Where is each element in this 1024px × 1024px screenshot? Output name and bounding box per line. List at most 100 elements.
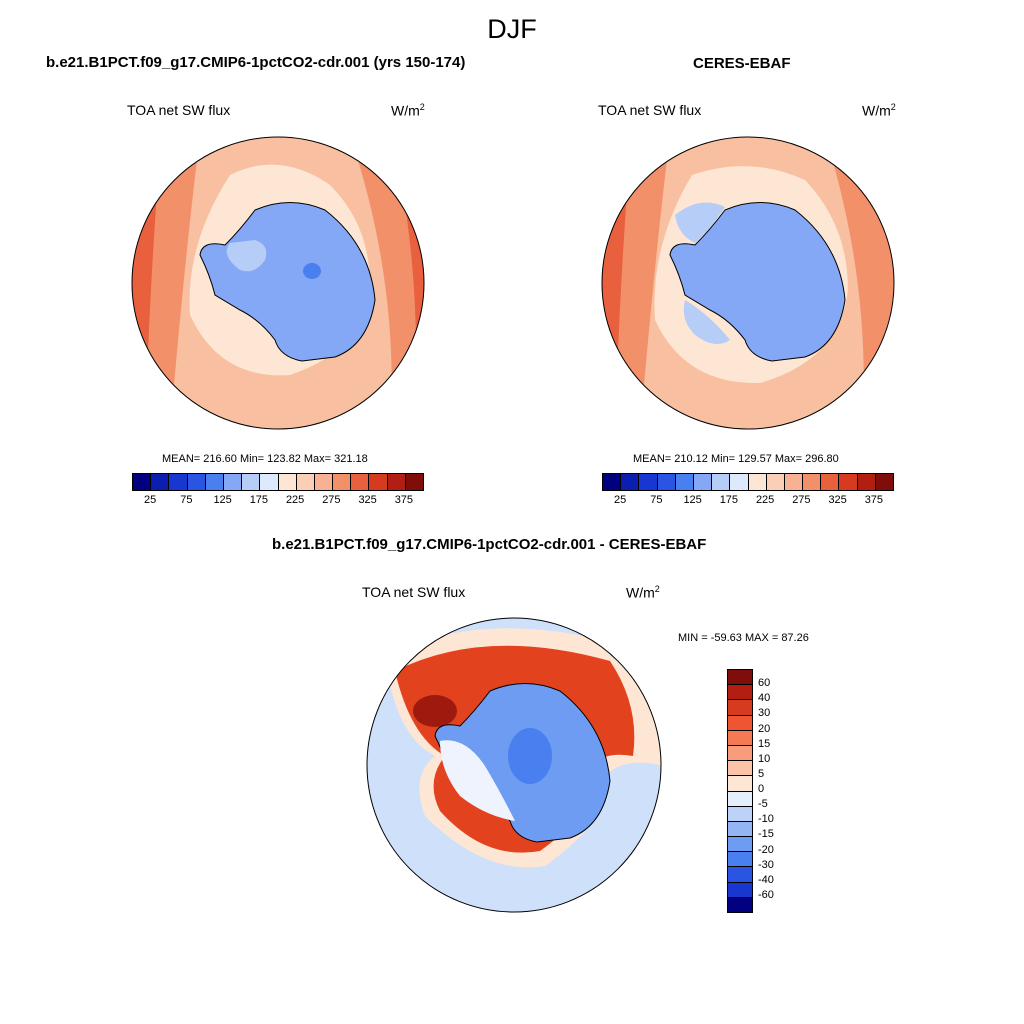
obs-units-label: W/m2	[862, 102, 896, 119]
colorbar-swatch	[387, 474, 406, 490]
model-map-border	[131, 136, 425, 430]
colorbar-tick-label: 275	[792, 494, 811, 506]
colorbar-swatch	[369, 474, 388, 490]
colorbar-obs-ticks: 25 75 125 175 225 275 325 375	[602, 494, 892, 508]
diff-map-border	[366, 617, 662, 913]
antarctica-dark-spot	[508, 728, 552, 784]
colorbar-swatch	[728, 791, 752, 807]
diff-polar-map	[366, 617, 662, 913]
colorbar-tick-label: 225	[285, 494, 305, 506]
diff-dark-red-patch	[413, 695, 457, 727]
colorbar-tick-label: 20	[758, 722, 771, 735]
colorbar-swatch	[223, 474, 243, 490]
antarctica-light-region	[683, 300, 730, 344]
colorbar-swatch	[728, 806, 752, 822]
colorbar-tick-label: 325	[358, 494, 377, 506]
colorbar-diff-ticks: 60 40 30 20 15 10 5 0 -5 -10 -15 -20 -30 -40 -60	[758, 669, 798, 911]
colorbar-swatch	[333, 474, 352, 490]
obs-panel-title: CERES-EBAF	[693, 55, 791, 72]
diff-units-label: W/m2	[626, 584, 660, 601]
obs-variable-label: TOA net SW flux	[598, 102, 702, 118]
colorbar-swatch	[728, 897, 752, 912]
colorbar-tick-label: 60	[758, 677, 771, 690]
colorbar-tick-label: -5	[758, 798, 768, 811]
colorbar-swatch	[766, 474, 785, 490]
colorbar-tick-label: -15	[758, 828, 774, 841]
colorbar-tick-label: 40	[758, 692, 771, 705]
colorbar-tick-label: 5	[758, 767, 765, 780]
antarctica-land	[669, 202, 846, 362]
colorbar-swatch	[728, 867, 752, 883]
colorbar-swatch	[260, 474, 279, 490]
colorbar-tick-label: 375	[864, 494, 884, 506]
obs-polar-map	[601, 136, 895, 430]
colorbar-tick-label: -60	[758, 888, 774, 901]
colorbar-tick-label: 75	[650, 494, 663, 506]
diff-variable-label: TOA net SW flux	[362, 584, 466, 600]
antarctica-light-region	[226, 240, 267, 272]
colorbar-swatch	[657, 474, 676, 490]
colorbar-swatch	[728, 837, 752, 853]
antarctica-light-region	[440, 740, 515, 821]
colorbar-tick-label: 125	[683, 494, 702, 506]
diff-panel-title: b.e21.B1PCT.f09_g17.CMIP6-1pctCO2-cdr.00…	[272, 536, 707, 553]
colorbar-swatch	[875, 474, 893, 490]
colorbar-tick-label: 75	[180, 494, 193, 506]
colorbar-tick-label: 375	[394, 494, 414, 506]
colorbar-tick-label: 175	[249, 494, 269, 506]
colorbar-swatch	[728, 821, 752, 838]
colorbar-swatch	[728, 745, 752, 762]
colorbar-tick-label: 15	[758, 737, 771, 750]
colorbar-swatch	[712, 474, 731, 490]
colorbar-swatch	[693, 474, 713, 490]
colorbar-swatch	[205, 474, 224, 490]
colorbar-swatch	[278, 474, 297, 490]
colorbar-tick-label: -20	[758, 843, 774, 856]
colorbar-swatch	[151, 474, 170, 490]
model-panel-title: b.e21.B1PCT.f09_g17.CMIP6-1pctCO2-cdr.00…	[46, 54, 466, 71]
colorbar-swatch	[187, 474, 206, 490]
colorbar-swatch	[784, 474, 804, 490]
colorbar-swatch	[857, 474, 876, 490]
colorbar-diff	[727, 669, 753, 913]
colorbar-swatch	[314, 474, 334, 490]
figure-title: DJF	[487, 14, 537, 44]
colorbar-tick-label: 225	[755, 494, 775, 506]
colorbar-swatch	[728, 852, 752, 868]
colorbar-tick-label: -10	[758, 813, 774, 826]
colorbar-swatch	[242, 474, 261, 490]
model-stats-label: MEAN= 216.60 Min= 123.82 Max= 321.18	[162, 453, 368, 465]
obs-map-border	[601, 136, 895, 430]
colorbar-swatch	[603, 474, 622, 490]
obs-stats-label: MEAN= 210.12 Min= 129.57 Max= 296.80	[633, 453, 839, 465]
colorbar-swatch	[169, 474, 188, 490]
colorbar-swatch	[675, 474, 694, 490]
colorbar-swatch	[639, 474, 658, 490]
colorbar-swatch	[351, 474, 370, 490]
colorbar-swatch	[728, 715, 752, 731]
colorbar-swatch	[730, 474, 749, 490]
colorbar-tick-label: -40	[758, 873, 774, 886]
colorbar-tick-label: -30	[758, 858, 774, 871]
antarctica-light-region	[675, 202, 725, 243]
colorbar-tick-label: 275	[322, 494, 341, 506]
colorbar-swatch	[728, 670, 752, 686]
colorbar-tick-label: 30	[758, 707, 771, 720]
colorbar-tick-label: 125	[213, 494, 232, 506]
model-polar-map	[131, 136, 425, 430]
colorbar-swatch	[821, 474, 840, 490]
colorbar-swatch	[728, 730, 752, 746]
colorbar-swatch	[728, 882, 752, 898]
colorbar-model-ticks: 25 75 125 175 225 275 325 375	[132, 494, 422, 508]
colorbar-swatch	[728, 761, 752, 777]
colorbar-swatch	[803, 474, 822, 490]
colorbar-tick-label: 25	[144, 494, 157, 506]
model-variable-label: TOA net SW flux	[127, 102, 231, 118]
antarctica-dark-spot	[303, 263, 321, 279]
colorbar-tick-label: 10	[758, 752, 771, 765]
colorbar-tick-label: 325	[828, 494, 847, 506]
model-units-label: W/m2	[391, 102, 425, 119]
colorbar-swatch	[728, 700, 752, 716]
colorbar-model	[132, 473, 424, 491]
colorbar-swatch	[621, 474, 640, 490]
